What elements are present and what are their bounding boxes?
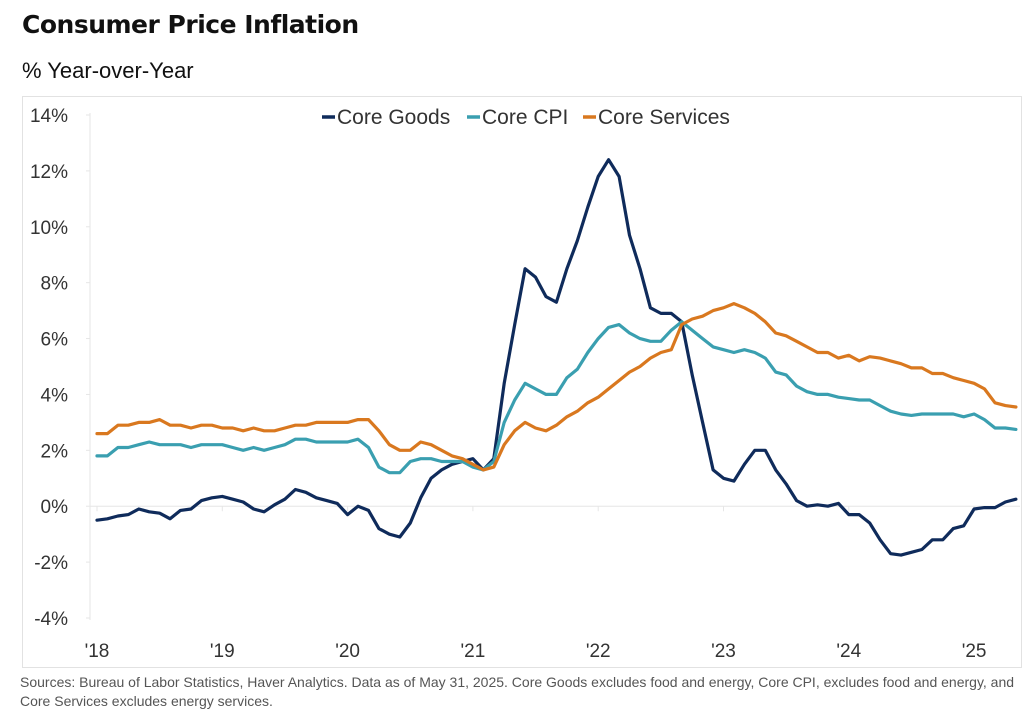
- x-tick-label: '20: [335, 641, 360, 662]
- chart-title: Consumer Price Inflation: [22, 10, 359, 39]
- x-tick-label: '23: [711, 641, 736, 662]
- y-tick-label: 0%: [41, 497, 69, 518]
- y-tick-label: 4%: [41, 385, 69, 406]
- y-tick-label: -4%: [34, 609, 68, 630]
- source-note: Sources: Bureau of Labor Statistics, Hav…: [20, 674, 1015, 709]
- y-tick-label: -2%: [34, 553, 68, 574]
- chart-subtitle: % Year-over-Year: [22, 58, 194, 83]
- legend-label: Core Services: [598, 106, 730, 129]
- x-tick-label: '22: [586, 641, 611, 662]
- y-tick-label: 6%: [41, 330, 69, 351]
- y-tick-label: 10%: [30, 218, 68, 239]
- x-tick-label: '24: [836, 641, 861, 662]
- series-line-core-cpi: [95, 320, 1018, 475]
- y-tick-label: 8%: [41, 274, 69, 295]
- x-tick-label: '25: [962, 641, 987, 662]
- x-tick-label: '18: [85, 641, 110, 662]
- y-tick-label: 14%: [30, 106, 68, 127]
- y-tick-label: 12%: [30, 162, 68, 183]
- chart-frame: [22, 96, 1022, 668]
- x-tick-label: '21: [461, 641, 486, 662]
- series-line-core-goods: [95, 158, 1018, 557]
- legend-label: Core Goods: [337, 106, 450, 129]
- x-tick-label: '19: [210, 641, 235, 662]
- y-tick-label: 2%: [41, 441, 69, 462]
- legend-label: Core CPI: [482, 106, 568, 129]
- series-line-core-services: [95, 302, 1018, 472]
